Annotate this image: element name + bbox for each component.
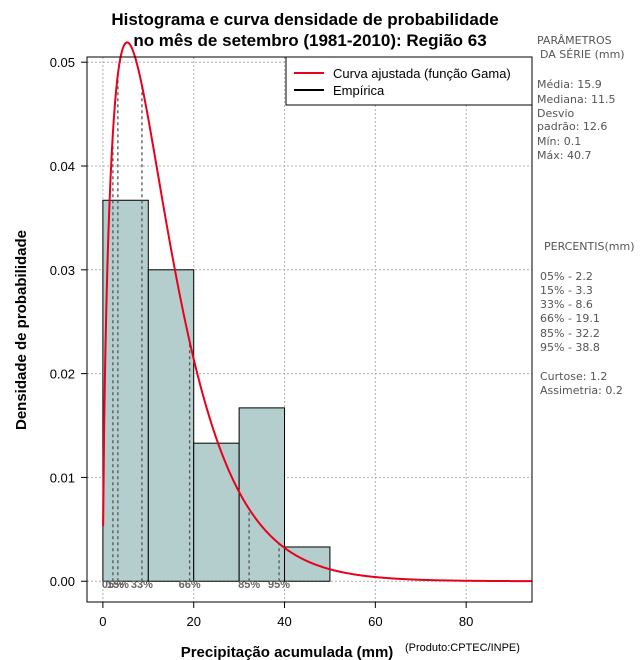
percentile-label: 33%: [131, 579, 153, 591]
gamma-fit-curve: [102, 41, 533, 583]
params-heading1: PARÂMETROS: [537, 34, 612, 47]
histogram-bar: [102, 199, 149, 582]
y-tick-label: 0.00: [50, 574, 75, 589]
params-heading2: DA SÉRIE (mm): [540, 48, 625, 61]
percentil-item: 66% - 19.1: [540, 312, 600, 325]
percentile-label: 95%: [268, 579, 290, 591]
assimetria: Assimetria: 0.2: [540, 384, 623, 397]
legend-curve-label: Curva ajustada (função Gama): [333, 66, 511, 81]
y-tick-label: 0.02: [50, 367, 75, 382]
x-tick-label: 20: [186, 614, 200, 629]
params-panel: PARÂMETROS DA SÉRIE (mm) Média: 15.9 Med…: [537, 34, 625, 162]
y-axis-label: Densidade de probabilidade: [13, 230, 30, 430]
percentil-item: 05% - 2.2: [540, 270, 593, 283]
y-tick-label: 0.05: [50, 55, 75, 70]
legend-empirical-label: Empírica: [333, 83, 385, 98]
percentil-item: 33% - 8.6: [540, 298, 593, 311]
legend-box: [285, 56, 533, 106]
product-credit: (Produto:CPTEC/INPE): [405, 642, 520, 654]
histogram-bar: [193, 442, 240, 582]
percentile-label: 05%: [102, 579, 124, 591]
percentis-panel: PERCENTIS(mm) 05% - 2.2 15% - 3.3 33% - …: [540, 240, 635, 397]
histogram-bar: [238, 407, 286, 582]
curtose: Curtose: 1.2: [540, 370, 607, 383]
param-media: Média: 15.9: [537, 78, 602, 91]
percentile-label: 15%: [107, 579, 129, 591]
param-desvio-2: padrão: 12.6: [537, 120, 607, 133]
legend: Curva ajustada (função Gama) Empírica: [285, 56, 533, 106]
x-tick-label: 80: [459, 614, 473, 629]
percentil-item: 85% - 32.2: [540, 327, 600, 340]
percentil-item: 95% - 38.8: [540, 341, 600, 354]
param-max: Máx: 40.7: [537, 149, 591, 162]
percentile-label: 85%: [238, 579, 260, 591]
y-tick-label: 0.03: [50, 263, 75, 278]
percentile-label: 66%: [179, 579, 201, 591]
param-mediana: Mediana: 11.5: [537, 93, 615, 106]
param-desvio-1: Desvio: [537, 107, 575, 120]
y-tick-label: 0.01: [50, 470, 75, 485]
histogram-bar: [147, 269, 195, 582]
param-min: Mín: 0.1: [537, 135, 581, 148]
y-tick-label: 0.04: [50, 159, 75, 174]
x-tick-label: 60: [368, 614, 382, 629]
chart-title-line2: no mês de setembro (1981-2010): Região 6…: [133, 31, 486, 50]
chart-title-line1: Histograma e curva densidade de probabil…: [111, 10, 498, 29]
percentis-heading: PERCENTIS(mm): [544, 240, 635, 253]
x-axis-label: Precipitação acumulada (mm): [181, 644, 394, 660]
x-tick-label: 40: [277, 614, 291, 629]
x-tick-label: 0: [99, 614, 106, 629]
percentil-item: 15% - 3.3: [540, 284, 593, 297]
